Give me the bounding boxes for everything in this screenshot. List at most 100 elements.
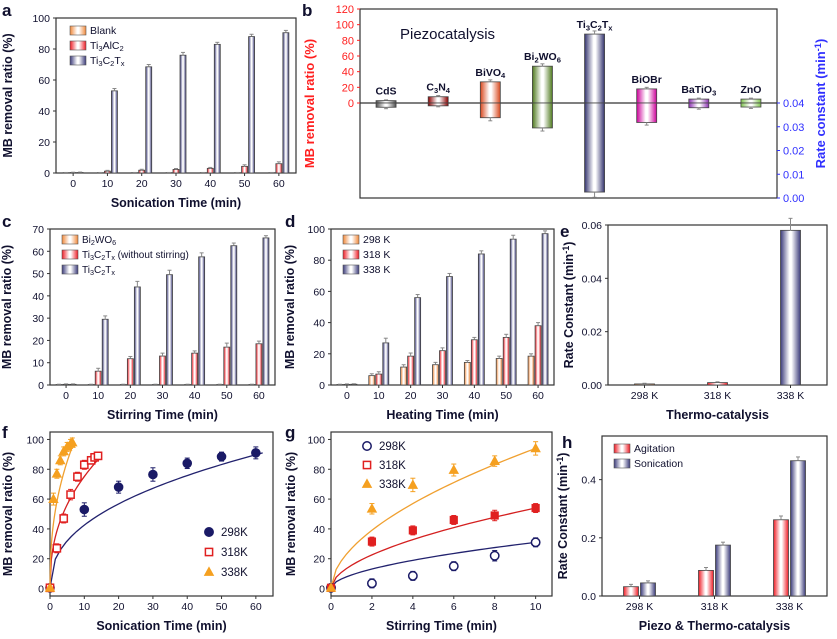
- svg-text:MB removal ratio (%): MB removal ratio (%): [1, 33, 15, 157]
- svg-text:20: 20: [342, 82, 354, 94]
- svg-text:50: 50: [221, 390, 233, 402]
- svg-text:CdS: CdS: [376, 86, 397, 98]
- svg-text:Bi2​WO6​: Bi2​WO6​: [82, 235, 116, 247]
- svg-text:10: 10: [32, 358, 44, 370]
- svg-text:298 K: 298 K: [363, 234, 390, 246]
- svg-text:50: 50: [216, 601, 228, 613]
- svg-text:8: 8: [492, 601, 498, 613]
- svg-text:30: 30: [157, 390, 169, 402]
- svg-text:Sonication Time (min): Sonication Time (min): [111, 196, 241, 210]
- svg-text:0: 0: [38, 380, 44, 392]
- svg-text:Piezo & Thermo-catalysis: Piezo & Thermo-catalysis: [639, 619, 790, 633]
- svg-text:Rate Constant (min-1​): Rate Constant (min-1​): [561, 242, 576, 369]
- svg-text:MB removal ratio (%): MB removal ratio (%): [0, 245, 14, 369]
- svg-text:0: 0: [38, 584, 44, 596]
- svg-text:40: 40: [189, 390, 201, 402]
- svg-text:100: 100: [307, 224, 325, 236]
- svg-text:20: 20: [405, 390, 417, 402]
- svg-text:100: 100: [32, 13, 50, 25]
- svg-text:30: 30: [437, 390, 449, 402]
- svg-text:10: 10: [102, 178, 114, 190]
- svg-text:100: 100: [26, 434, 44, 446]
- svg-text:298 K: 298 K: [626, 601, 653, 613]
- svg-text:Sonication Time (min): Sonication Time (min): [96, 619, 226, 633]
- svg-text:2: 2: [369, 601, 375, 613]
- svg-text:Heating Time (min): Heating Time (min): [386, 408, 498, 422]
- svg-text:Ti3​AlC2​: Ti3​AlC2​: [90, 40, 124, 53]
- svg-text:40: 40: [32, 291, 44, 303]
- svg-text:40: 40: [342, 67, 354, 79]
- svg-text:30: 30: [32, 313, 44, 325]
- svg-text:0.4: 0.4: [581, 475, 596, 487]
- svg-text:20: 20: [136, 178, 148, 190]
- svg-text:298K: 298K: [379, 441, 406, 453]
- svg-text:0: 0: [348, 98, 354, 110]
- svg-text:40: 40: [32, 524, 44, 536]
- svg-text:30: 30: [147, 601, 159, 613]
- svg-text:0.0: 0.0: [581, 591, 596, 603]
- svg-text:10: 10: [373, 390, 385, 402]
- svg-text:40: 40: [313, 318, 325, 330]
- svg-text:ZnO: ZnO: [740, 84, 761, 96]
- svg-text:0: 0: [47, 601, 53, 613]
- svg-text:100: 100: [307, 434, 325, 446]
- svg-text:f: f: [2, 423, 8, 442]
- svg-text:Thermo-catalysis: Thermo-catalysis: [666, 408, 769, 422]
- svg-text:318K: 318K: [221, 547, 248, 559]
- svg-text:298K: 298K: [221, 527, 248, 539]
- svg-text:d: d: [285, 212, 295, 231]
- svg-text:Sonication: Sonication: [634, 458, 683, 470]
- svg-text:70: 70: [32, 224, 44, 236]
- svg-text:20: 20: [313, 554, 325, 566]
- svg-text:20: 20: [32, 335, 44, 347]
- svg-text:e: e: [560, 222, 569, 241]
- svg-text:80: 80: [38, 44, 50, 56]
- svg-text:0: 0: [328, 601, 334, 613]
- svg-text:Rate constant (min-1​): Rate constant (min-1​): [813, 39, 828, 169]
- svg-text:338K: 338K: [379, 479, 406, 491]
- svg-text:0.00: 0.00: [582, 380, 603, 392]
- svg-text:60: 60: [313, 286, 325, 298]
- svg-text:BiOBr: BiOBr: [632, 74, 662, 86]
- svg-text:80: 80: [313, 255, 325, 267]
- svg-text:60: 60: [250, 601, 262, 613]
- svg-text:20: 20: [113, 601, 125, 613]
- svg-text:20: 20: [38, 137, 50, 149]
- svg-text:0: 0: [63, 390, 69, 402]
- svg-text:0: 0: [319, 584, 325, 596]
- svg-text:0: 0: [70, 178, 76, 190]
- svg-text:h: h: [562, 433, 572, 452]
- svg-text:b: b: [302, 1, 312, 20]
- svg-text:Piezocatalysis: Piezocatalysis: [400, 26, 495, 43]
- svg-text:Agitation: Agitation: [634, 443, 675, 455]
- svg-text:Stirring Time (min): Stirring Time (min): [107, 408, 218, 422]
- svg-text:BiVO4​: BiVO4​: [475, 67, 506, 80]
- svg-text:MB removal ratio (%): MB removal ratio (%): [284, 452, 298, 576]
- svg-text:c: c: [2, 212, 11, 231]
- svg-text:60: 60: [32, 494, 44, 506]
- svg-text:10: 10: [78, 601, 90, 613]
- svg-text:0.02: 0.02: [582, 327, 603, 339]
- svg-text:80: 80: [342, 35, 354, 47]
- svg-text:BaTiO3​: BaTiO3​: [681, 84, 716, 97]
- svg-text:g: g: [285, 423, 295, 442]
- svg-text:50: 50: [32, 269, 44, 281]
- svg-text:4: 4: [410, 601, 416, 613]
- svg-text:Bi2​WO6​: Bi2​WO6​: [524, 51, 561, 64]
- svg-text:60: 60: [342, 51, 354, 63]
- svg-text:Ti3​C2​Tx​: Ti3​C2​Tx​: [90, 55, 125, 68]
- svg-text:318 K: 318 K: [701, 601, 728, 613]
- svg-text:80: 80: [32, 464, 44, 476]
- svg-text:0.00: 0.00: [783, 193, 804, 205]
- svg-text:0.06: 0.06: [582, 220, 603, 232]
- svg-text:20: 20: [32, 554, 44, 566]
- svg-text:80: 80: [313, 464, 325, 476]
- svg-text:6: 6: [451, 601, 457, 613]
- svg-text:30: 30: [170, 178, 182, 190]
- svg-text:338 K: 338 K: [363, 264, 390, 276]
- svg-text:120: 120: [336, 4, 354, 16]
- svg-text:318 K: 318 K: [363, 249, 390, 261]
- svg-text:0.02: 0.02: [783, 146, 804, 158]
- svg-text:Ti3​C2​Tx​: Ti3​C2​Tx​: [82, 265, 115, 277]
- svg-text:338K: 338K: [221, 567, 248, 579]
